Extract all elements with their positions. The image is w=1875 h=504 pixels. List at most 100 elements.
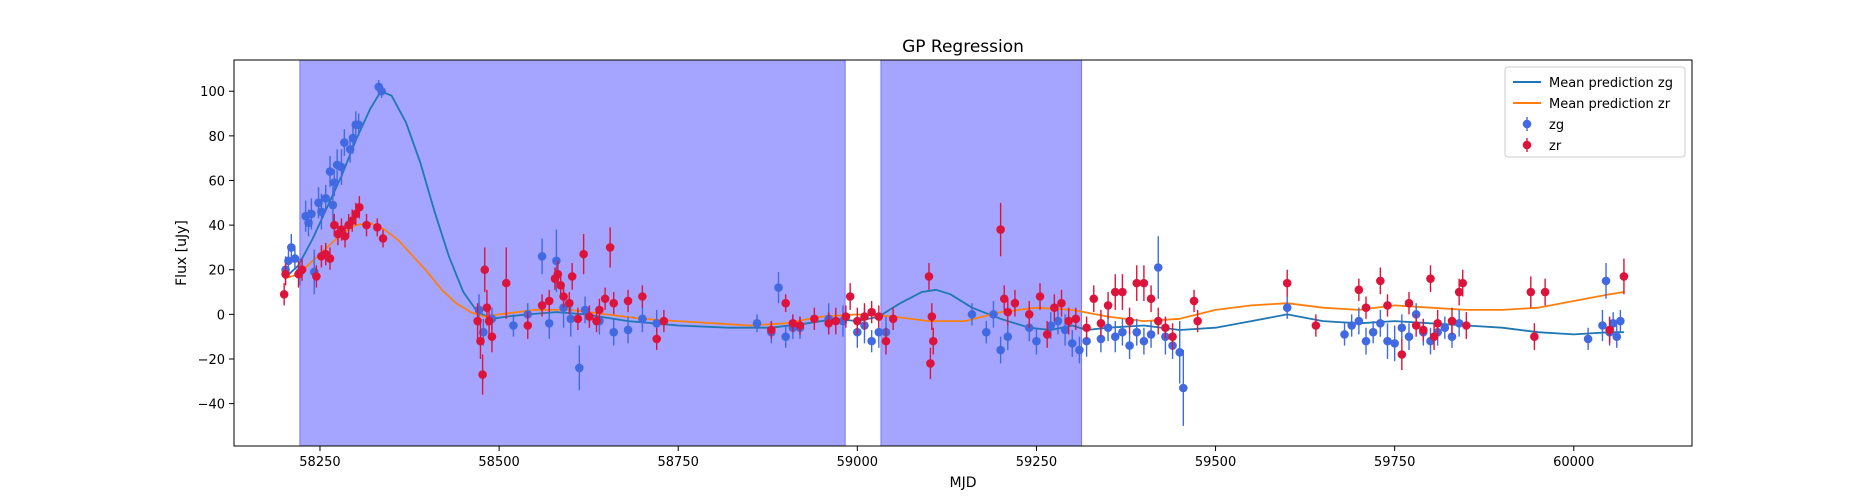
- point-zr: [1071, 307, 1081, 330]
- marker-zg: [328, 200, 338, 210]
- point-zg: [774, 271, 783, 304]
- point-zg: [609, 318, 619, 346]
- point-zr: [573, 307, 583, 330]
- point-zr: [565, 292, 574, 315]
- point-zg: [1110, 321, 1120, 353]
- marker-zr: [362, 220, 371, 230]
- marker-zr: [567, 272, 577, 281]
- marker-zr: [605, 243, 615, 252]
- point-zr: [1426, 265, 1435, 293]
- marker-zr: [788, 318, 798, 328]
- point-zr: [1411, 314, 1421, 337]
- marker-zr: [553, 269, 563, 279]
- marker-zg: [1368, 327, 1378, 337]
- point-zr: [1168, 323, 1177, 351]
- marker-zg: [1153, 263, 1163, 272]
- marker-zg: [1397, 323, 1407, 333]
- marker-zr: [351, 209, 361, 219]
- point-zr: [1161, 316, 1170, 339]
- point-zr: [1064, 307, 1073, 335]
- marker-zg: [1103, 323, 1113, 333]
- marker-zr: [831, 316, 841, 326]
- legend-box: [1504, 66, 1686, 158]
- point-zr: [1383, 294, 1392, 317]
- marker-zg: [509, 321, 518, 330]
- marker-zr: [1064, 316, 1073, 326]
- marker-zg: [623, 325, 633, 335]
- point-zg: [328, 187, 338, 223]
- marker-zg: [377, 86, 386, 96]
- point-zr: [362, 213, 371, 237]
- point-zg: [1397, 314, 1407, 342]
- marker-zr: [340, 231, 350, 241]
- marker-zg: [1447, 332, 1457, 341]
- marker-zr: [1146, 294, 1156, 304]
- marker-zg: [1354, 316, 1364, 326]
- point-zg: [996, 336, 1005, 364]
- x-axis-ticks: 58250 58500 58750 59000 59250 59500 59750 60000: [299, 446, 1594, 470]
- marker-zg: [304, 218, 313, 228]
- point-zr: [1103, 292, 1113, 319]
- marker-zr: [281, 269, 290, 279]
- marker-zg: [325, 167, 335, 176]
- point-zr: [1447, 307, 1457, 335]
- marker-zg: [287, 243, 296, 252]
- marker-zr: [1132, 278, 1142, 288]
- point-zr: [484, 305, 494, 337]
- point-zg: [340, 129, 349, 156]
- marker-zr: [1071, 314, 1081, 324]
- point-zr: [372, 218, 382, 237]
- point-zg: [1125, 332, 1134, 359]
- point-zg: [290, 247, 300, 270]
- marker-zg: [996, 345, 1005, 355]
- marker-zr: [1057, 298, 1066, 308]
- point-zr: [476, 323, 485, 359]
- point-zr: [638, 285, 647, 308]
- marker-zg: [580, 305, 590, 315]
- marker-zr: [372, 223, 382, 232]
- shaded-region-1: [299, 59, 846, 447]
- point-zg: [1118, 318, 1127, 346]
- point-zg: [537, 238, 547, 275]
- marker-zg: [1583, 334, 1593, 344]
- marker-zg: [874, 327, 884, 337]
- marker-zr: [1397, 350, 1407, 359]
- point-zr: [1089, 285, 1099, 313]
- point-zr: [824, 312, 833, 335]
- point-zr: [1311, 314, 1321, 337]
- marker-zr: [1161, 323, 1170, 333]
- x-tick-label: 58500: [478, 455, 519, 470]
- point-zr: [1619, 258, 1629, 295]
- point-zr: [544, 289, 554, 313]
- marker-zg: [340, 138, 349, 147]
- point-zr: [523, 312, 533, 339]
- marker-zg: [867, 336, 876, 346]
- point-zr: [1433, 309, 1442, 337]
- marker-zr: [1089, 294, 1099, 304]
- point-zr: [1050, 294, 1059, 322]
- point-zr: [1139, 265, 1149, 301]
- point-zr: [1540, 278, 1550, 306]
- legend-label: zg: [1549, 118, 1564, 133]
- legend: Mean prediction zg Mean prediction zr zg zr: [1504, 66, 1686, 158]
- point-zg: [638, 305, 647, 333]
- marker-zg: [1616, 316, 1625, 326]
- point-zr: [659, 309, 669, 333]
- x-tick-label: 59750: [1374, 455, 1415, 470]
- marker-zr: [874, 312, 884, 321]
- marker-zg: [1282, 303, 1292, 312]
- x-tick-label: 58250: [299, 455, 340, 470]
- marker-zr: [585, 312, 594, 321]
- marker-zg: [1340, 330, 1349, 339]
- y-tick-label: −40: [198, 398, 225, 413]
- point-zr: [478, 354, 487, 395]
- marker-zr: [1110, 287, 1120, 297]
- point-zg: [330, 169, 339, 197]
- point-zg: [580, 296, 590, 324]
- marker-zg: [1347, 321, 1356, 330]
- marker-zg: [1179, 383, 1188, 393]
- marker-zr: [795, 321, 805, 330]
- y-axis-label: Flux [uJy]: [174, 220, 190, 286]
- point-zg: [1032, 327, 1041, 355]
